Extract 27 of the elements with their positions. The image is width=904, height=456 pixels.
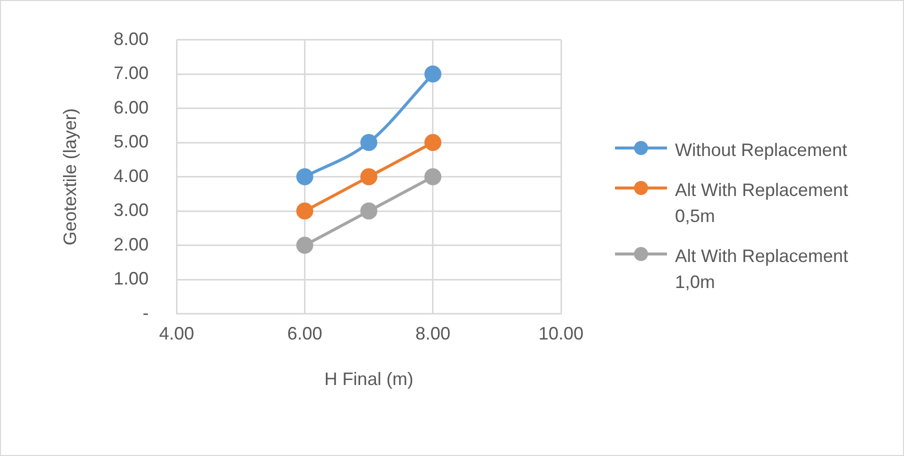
y-tick-label: 6.00 [114, 97, 149, 118]
legend-label: Alt With Replacement 0,5m [675, 179, 850, 228]
point [424, 66, 442, 83]
point [296, 202, 314, 220]
y-axis-title: Geotextile (layer) [60, 108, 80, 246]
y-tick-label: 2.00 [114, 234, 149, 254]
y-tick-label: 4.00 [114, 166, 149, 186]
y-tick-label: 8.00 [114, 28, 149, 49]
legend-label: Without Replacement [675, 139, 848, 162]
x-tick-label: 8.00 [415, 324, 450, 344]
x-axis-title: H Final (m) [324, 369, 414, 390]
point [296, 168, 314, 186]
x-tick-label: 10.00 [538, 324, 584, 344]
y-tick-label: 3.00 [114, 200, 149, 220]
point [424, 168, 442, 186]
point [360, 134, 378, 152]
y-tick-label: 7.00 [114, 63, 149, 84]
x-tick-label: 6.00 [287, 324, 322, 344]
y-tick-label: 5.00 [114, 132, 149, 152]
y-tick-label: - [142, 302, 149, 323]
point [360, 168, 378, 186]
point [360, 202, 378, 220]
y-tick-label: 1.00 [114, 268, 149, 289]
legend-label: Alt With Replacement 1,0m [675, 245, 850, 294]
point [296, 236, 314, 254]
point [424, 134, 442, 152]
x-tick-label: 4.00 [159, 324, 194, 344]
